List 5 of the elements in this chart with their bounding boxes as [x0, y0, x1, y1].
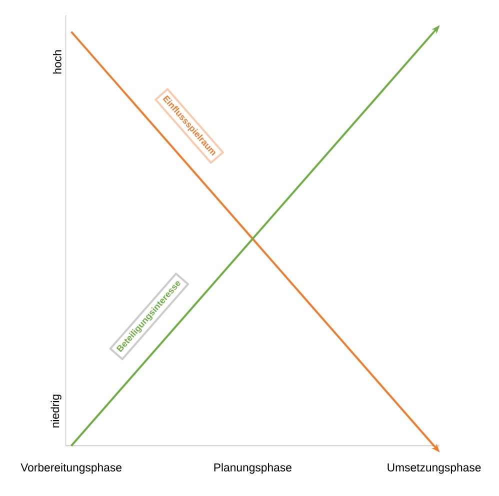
x-tick-label: Vorbereitungsphase [20, 462, 122, 474]
text: hoch [53, 50, 62, 74]
text: niedrig [50, 394, 62, 428]
x-tick-label: Umsetzungsphase [388, 462, 481, 474]
x-tick-label: Planungsphase [214, 462, 292, 474]
